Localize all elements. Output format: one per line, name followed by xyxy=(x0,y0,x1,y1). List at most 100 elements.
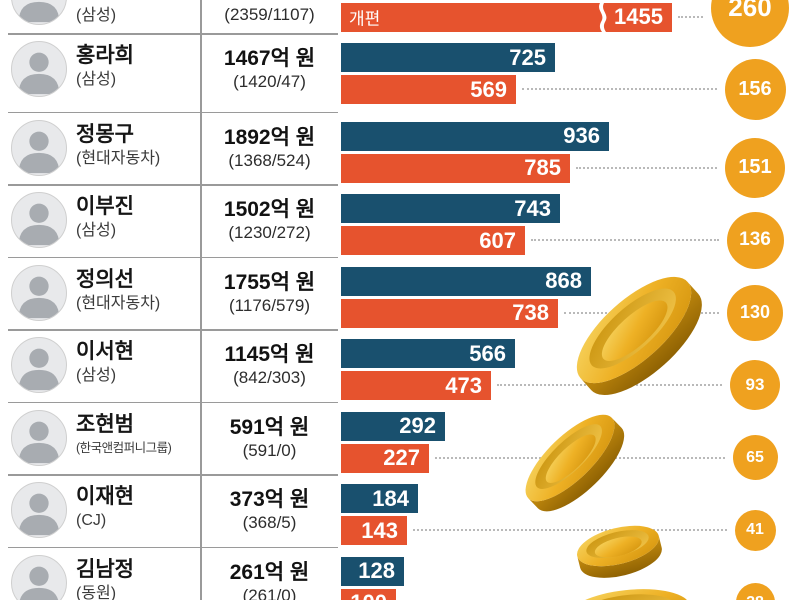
bar-value: 227 xyxy=(383,445,420,470)
value-badge: 136 xyxy=(726,211,784,269)
person-row: 이서현 (삼성) 1145억 원 (842/303) 566 473 93 xyxy=(0,329,808,410)
bar-value: 184 xyxy=(372,485,409,511)
bar-value: 743 xyxy=(514,195,551,221)
bar-value: 1455 xyxy=(614,4,663,29)
person-company: (삼성) xyxy=(76,6,117,24)
bar-navy: 725 xyxy=(341,43,555,72)
person-row: 이부진 (삼성) 1502억 원 (1230/272) 743 607 136 xyxy=(0,184,808,269)
person-photo-icon xyxy=(19,566,59,600)
bar-orange: 227 xyxy=(341,443,429,473)
bar-navy: 743 xyxy=(341,194,560,223)
bar-orange: 738 xyxy=(341,298,558,328)
dividend-breakdown: (1176/579) xyxy=(229,295,310,315)
bar-break-icon xyxy=(599,2,607,32)
bar-navy: 936 xyxy=(341,121,609,151)
value-badge: 151 xyxy=(725,137,785,198)
avatar xyxy=(11,337,67,393)
avatar xyxy=(11,41,67,97)
avatar xyxy=(11,0,67,25)
dividend-breakdown: (368/5) xyxy=(242,513,297,532)
bar-orange: 100 xyxy=(341,588,396,600)
dividend-total: 1145억 원 xyxy=(224,343,315,366)
person-company: (삼성) xyxy=(76,222,117,239)
dividend-block: 1892억 원 (1368/524) xyxy=(200,125,339,171)
bar-value: 607 xyxy=(479,227,516,253)
dividend-block: 591억 원 (591/0) xyxy=(200,415,339,461)
bar-value: 936 xyxy=(563,123,600,148)
person-company: (삼성) xyxy=(76,367,117,384)
dividend-total: 1502억 원 xyxy=(223,198,316,221)
row-divider xyxy=(8,111,338,113)
dividend-block: 1467억 원 (1420/47) xyxy=(200,46,339,92)
person-photo-icon xyxy=(18,421,60,463)
bar-orange: 143 xyxy=(341,516,407,545)
bar-orange: 785 xyxy=(341,153,570,183)
person-name: 이재현 xyxy=(76,485,134,508)
value-badge: 156 xyxy=(724,58,786,120)
dividend-breakdown: (2359/1107) xyxy=(224,4,315,24)
dividend-breakdown: (261/0) xyxy=(242,585,297,600)
value-badge: 93 xyxy=(730,360,780,410)
dividend-total: 373억 원 xyxy=(229,488,310,511)
dividend-block: 1755억 원 (1176/579) xyxy=(200,270,339,316)
row-divider xyxy=(8,401,338,403)
bar-navy: 184 xyxy=(341,484,418,513)
connector-line xyxy=(497,384,722,386)
row-divider xyxy=(8,474,338,476)
dividend-total: 1892억 원 xyxy=(223,125,316,149)
value-badge: 130 xyxy=(727,284,783,341)
connector-line xyxy=(564,311,719,314)
person-name: 이부진 xyxy=(76,195,134,218)
value-badge: 28 xyxy=(735,583,775,600)
row-divider xyxy=(8,33,338,35)
person-row: 김남정 (동원) 261억 원(261/0) 128 100 28 xyxy=(0,547,808,600)
bar-value: 100 xyxy=(350,590,387,600)
dividend-breakdown: (1230/272) xyxy=(228,223,311,242)
bar-value: 738 xyxy=(512,300,549,325)
dividend-block: 1502억 원 (1230/272) xyxy=(200,197,339,243)
avatar xyxy=(11,554,67,600)
person-name-block: 정몽구 (현대자동차) xyxy=(76,122,198,169)
column-divider xyxy=(200,0,202,600)
bar-orange: 569 xyxy=(341,75,516,104)
connector-line xyxy=(531,239,719,241)
person-name: 이서현 xyxy=(76,340,134,363)
person-name-block: 이서현 (삼성) xyxy=(76,339,198,386)
bar-value: 868 xyxy=(545,268,582,293)
dividend-breakdown: (1368/524) xyxy=(228,150,311,170)
avatar xyxy=(11,409,67,466)
person-photo-icon xyxy=(18,493,60,536)
person-name: 정의선 xyxy=(76,267,134,291)
person-company: (CJ) xyxy=(76,512,107,529)
dividend-block: 1145억 원 (842/303) xyxy=(200,342,339,388)
person-photo-icon xyxy=(18,348,60,391)
connector-line xyxy=(435,456,725,459)
person-company: (한국앤컴퍼니그룹) xyxy=(76,440,172,455)
person-name-block: 정의선 (현대자동차) xyxy=(76,267,198,314)
connector-line xyxy=(522,88,717,90)
bar-value: 569 xyxy=(470,76,507,102)
bar-value: 566 xyxy=(469,340,506,366)
value-badge: 65 xyxy=(732,435,778,480)
person-photo-icon xyxy=(18,52,60,95)
avatar xyxy=(11,264,67,321)
person-photo-icon xyxy=(18,203,60,246)
bar-orange: 473 xyxy=(341,371,491,400)
bar-value: 785 xyxy=(524,155,561,180)
person-row: 조현범 (한국앤컴퍼니그룹) 591억 원 (591/0) 292 227 65 xyxy=(0,402,808,480)
person-name: 정몽구 xyxy=(76,122,134,146)
bar-orange: 1455 개편 xyxy=(341,2,672,32)
dividend-total: 1755억 원 xyxy=(223,270,316,294)
person-row: 홍라희 (삼성) 1467억 원 (1420/47) 725 569 156 xyxy=(0,33,808,120)
bar-navy: 566 xyxy=(341,339,515,368)
avatar xyxy=(11,119,67,176)
person-row: (삼성) (2359/1107) 1455 개편 260 xyxy=(0,0,808,47)
row-divider xyxy=(8,184,338,186)
dividend-total: 591억 원 xyxy=(229,415,310,439)
person-name: 홍라희 xyxy=(76,44,134,67)
person-photo-icon xyxy=(18,276,60,318)
dividend-block: 261억 원 (261/0) xyxy=(200,560,339,600)
value-badge: 41 xyxy=(734,509,776,551)
person-name-block: 조현범 (한국앤컴퍼니그룹) xyxy=(76,412,198,459)
row-divider xyxy=(8,329,338,331)
